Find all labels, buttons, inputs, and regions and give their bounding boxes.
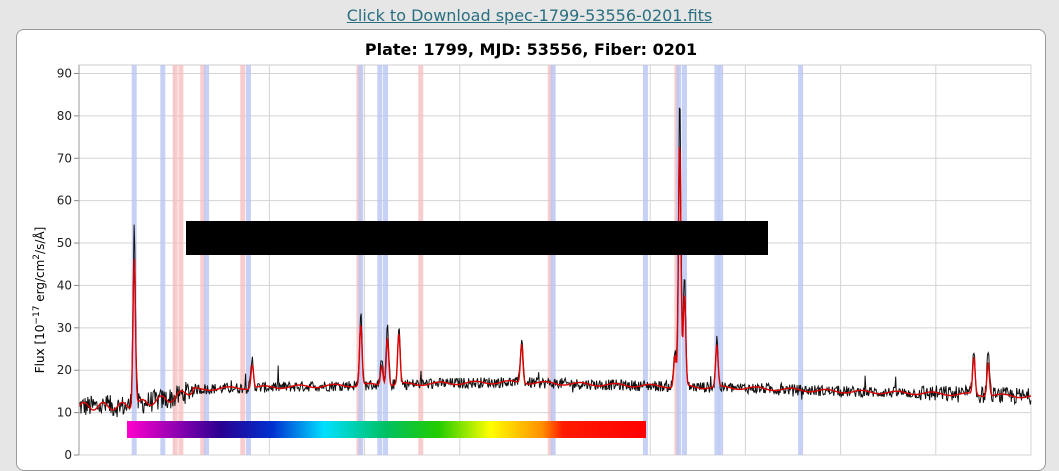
y-axis-label-part: 2 <box>32 254 42 260</box>
wavelength-color-bar <box>127 421 646 438</box>
absorption-band <box>178 65 184 455</box>
absorption-band <box>172 65 178 455</box>
spectrum-layer <box>78 107 1032 418</box>
y-axis: 0 10 20 30 40 50 60 70 80 90 <box>57 65 80 462</box>
emission-band <box>681 65 687 455</box>
overlay-layer <box>127 221 768 438</box>
absorption-band <box>418 65 424 455</box>
emission-band <box>160 65 166 455</box>
absorption-band <box>547 65 553 455</box>
y-tick-label: 50 <box>57 236 72 250</box>
y-axis-label: Flux [10−17 erg/cm2/s/Å] <box>32 227 47 374</box>
y-tick-label: 10 <box>57 406 72 420</box>
y-tick-label: 80 <box>57 109 72 123</box>
absorption-band <box>200 65 206 455</box>
model-fit-line <box>78 147 1032 411</box>
download-fits-link[interactable]: Click to Download spec-1799-53556-0201.f… <box>346 6 713 25</box>
y-tick-label: 40 <box>57 278 72 292</box>
y-axis-label-part: /s/Å] <box>32 227 47 254</box>
chart-title: Plate: 1799, MJD: 53556, Fiber: 0201 <box>365 40 697 59</box>
y-tick-label: 30 <box>57 321 72 335</box>
redaction-box <box>186 221 768 255</box>
y-tick-label: 60 <box>57 194 72 208</box>
emission-band <box>377 65 383 455</box>
observed-spectrum-line <box>78 107 1032 418</box>
emission-band <box>798 65 804 455</box>
y-tick-label: 0 <box>64 448 72 462</box>
y-axis-label-part: Flux [10 <box>33 325 47 374</box>
emission-band <box>550 65 556 455</box>
emission-band <box>718 65 724 455</box>
y-axis-label-part: −17 <box>32 306 42 325</box>
emission-band <box>358 65 364 455</box>
y-tick-label: 90 <box>57 66 72 80</box>
y-tick-label: 70 <box>57 151 72 165</box>
emission-band <box>383 65 389 455</box>
emission-band <box>642 65 648 455</box>
emission-band <box>245 65 251 455</box>
chart-panel: Plate: 1799, MJD: 53556, Fiber: 0201 0 10… <box>16 29 1046 471</box>
y-axis-label-part: erg/cm <box>33 260 47 306</box>
emission-band <box>204 65 210 455</box>
emission-band <box>714 65 720 455</box>
absorption-band <box>240 65 246 455</box>
y-tick-label: 20 <box>57 363 72 377</box>
line-marker-bands <box>131 65 804 455</box>
spectrum-chart: Plate: 1799, MJD: 53556, Fiber: 0201 0 10… <box>32 40 1032 462</box>
